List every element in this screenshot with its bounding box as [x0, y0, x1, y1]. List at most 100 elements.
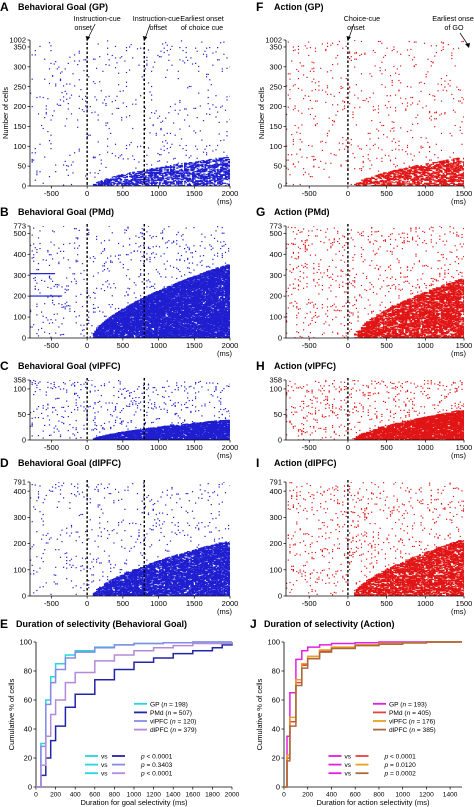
spike-mark — [144, 68, 146, 70]
y-tick-label: 150 — [13, 122, 26, 131]
spike-mark — [78, 50, 80, 52]
spike-mark — [187, 179, 190, 181]
spike-mark — [201, 174, 204, 176]
spike-mark — [80, 89, 82, 91]
spike-mark — [157, 152, 159, 155]
spike-mark — [195, 319, 197, 322]
spike-mark — [124, 181, 128, 183]
spike-mark — [116, 312, 120, 315]
spike-mark — [180, 324, 184, 326]
spike-mark — [215, 95, 217, 97]
spike-mark — [103, 333, 106, 336]
spike-mark — [118, 311, 121, 313]
spike-mark — [138, 326, 142, 329]
spike-mark — [169, 326, 172, 328]
spike-mark — [182, 176, 185, 178]
spike-mark — [171, 336, 173, 338]
spike-mark — [157, 309, 161, 311]
spike-mark — [210, 179, 214, 181]
spike-mark — [213, 317, 217, 319]
spike-mark — [187, 184, 190, 186]
spike-mark — [218, 133, 220, 135]
spike-mark — [217, 179, 220, 181]
spike-mark — [107, 122, 109, 124]
spike-mark — [152, 182, 156, 184]
spike-mark — [86, 135, 88, 137]
spike-mark — [173, 316, 176, 318]
spike-mark — [141, 335, 144, 337]
spike-mark — [221, 313, 225, 315]
spike-mark — [204, 176, 208, 178]
spike-mark — [190, 312, 194, 314]
spike-mark — [196, 314, 199, 316]
spike-mark — [182, 185, 186, 186]
spike-mark — [121, 311, 123, 313]
spike-mark — [124, 179, 126, 181]
spike-mark — [168, 328, 172, 330]
spike-mark — [177, 328, 179, 330]
spike-mark — [199, 105, 201, 107]
spike-mark — [209, 144, 211, 147]
spike-mark — [171, 181, 175, 183]
spike-mark — [138, 174, 141, 176]
spike-mark — [33, 159, 35, 161]
spike-mark — [196, 308, 200, 310]
spike-mark — [48, 176, 51, 178]
spike-mark — [202, 333, 205, 335]
spike-mark — [151, 94, 153, 96]
spike-mark — [130, 182, 134, 184]
spike-mark — [111, 314, 114, 316]
spike-mark — [163, 47, 165, 49]
spike-mark — [44, 58, 46, 60]
spike-mark — [36, 314, 38, 316]
spike-mark — [155, 175, 159, 177]
spike-mark — [217, 180, 220, 182]
spike-mark — [174, 103, 176, 105]
spike-mark — [169, 146, 172, 148]
spike-mark — [160, 335, 163, 337]
spike-mark — [169, 332, 173, 334]
spike-mark — [132, 179, 134, 181]
spike-mark — [110, 184, 113, 186]
spike-mark — [162, 313, 165, 315]
spike-mark — [185, 179, 188, 181]
spike-mark — [154, 314, 157, 316]
spike-mark — [114, 320, 118, 322]
spike-mark — [204, 327, 207, 329]
spike-mark — [63, 100, 65, 102]
spike-mark — [226, 328, 230, 330]
spike-mark — [85, 59, 87, 61]
spike-mark — [107, 319, 110, 321]
spike-mark — [213, 168, 216, 170]
spike-mark — [229, 324, 230, 326]
spike-mark — [151, 70, 153, 72]
spike-mark — [157, 325, 161, 327]
spike-mark — [217, 335, 220, 337]
spike-mark — [191, 167, 195, 169]
spike-mark — [217, 111, 219, 113]
spike-mark — [138, 161, 140, 163]
spike-mark — [162, 311, 166, 313]
spike-mark — [163, 51, 165, 54]
spike-mark — [229, 323, 230, 325]
spike-mark — [124, 60, 126, 62]
spike-mark — [226, 155, 228, 157]
spike-mark — [133, 316, 137, 318]
spike-mark — [125, 116, 128, 118]
spike-mark — [146, 169, 149, 171]
spike-mark — [190, 179, 193, 181]
spike-mark — [127, 184, 131, 186]
spike-mark — [100, 180, 103, 182]
spike-mark — [45, 317, 47, 319]
spike-mark — [212, 326, 215, 328]
spike-mark — [187, 87, 189, 89]
spike-mark — [121, 309, 123, 311]
spike-mark — [166, 322, 170, 324]
spike-mark — [163, 317, 167, 319]
spike-mark — [177, 180, 180, 182]
spike-mark — [217, 169, 220, 172]
spike-mark — [143, 170, 145, 172]
spike-mark — [118, 334, 121, 336]
spike-mark — [221, 331, 224, 333]
spike-mark — [127, 158, 129, 160]
